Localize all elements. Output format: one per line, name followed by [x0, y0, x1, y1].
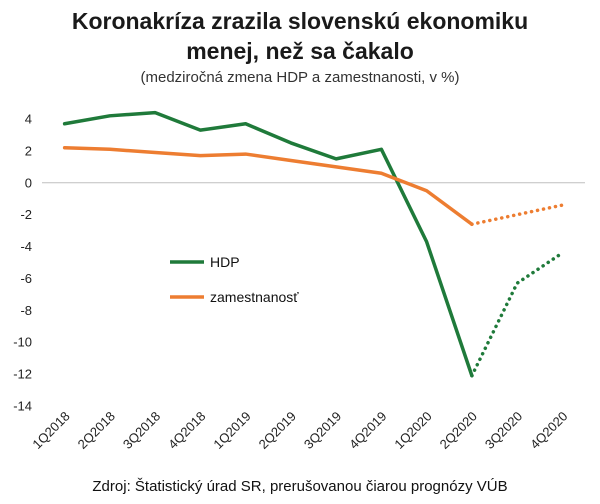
y-tick-label: -6 [20, 271, 32, 286]
y-tick-label: 2 [25, 143, 32, 158]
chart-legend: HDP zamestnanosť [170, 254, 299, 305]
x-tick-label: 1Q2020 [391, 409, 434, 452]
chart-title: Koronakríza zrazila slovenskú ekonomiku … [0, 6, 600, 66]
series-line-zamestnanost [62, 145, 474, 226]
legend-label: zamestnanosť [210, 289, 299, 305]
x-tick-label: 1Q2019 [210, 409, 253, 452]
y-tick-label: -14 [13, 399, 32, 414]
x-tick-label: 2Q2019 [256, 409, 299, 452]
y-tick-label: -8 [20, 303, 32, 318]
x-tick-label: 3Q2019 [301, 409, 344, 452]
x-tick-label: 1Q2018 [29, 409, 72, 452]
x-tick-label: 2Q2020 [437, 409, 480, 452]
x-tick-label: 3Q2018 [120, 409, 163, 452]
y-tick-label: 4 [25, 112, 32, 127]
legend-label: HDP [210, 254, 240, 270]
series-line-hdp [62, 110, 474, 378]
x-tick-label: 2Q2018 [75, 409, 118, 452]
y-tick-label: -12 [13, 367, 32, 382]
chart-title-line-2: menej, než sa čakalo [186, 38, 414, 64]
chart-title-line-1: Koronakríza zrazila slovenskú ekonomiku [71, 8, 529, 34]
x-tick-label: 4Q2019 [346, 409, 389, 452]
y-tick-label: -2 [20, 207, 32, 222]
y-tick-label: -10 [13, 335, 32, 350]
x-tick-label: 4Q2018 [165, 409, 208, 452]
y-tick-label: 0 [25, 175, 32, 190]
series-forecast-line-hdp [470, 251, 565, 378]
x-tick-label: 4Q2020 [527, 409, 570, 452]
y-tick-label: -4 [20, 239, 32, 254]
chart-series [62, 110, 565, 378]
chart-subtitle: (medziročná zmena HDP a zamestnanosti, v… [140, 69, 460, 86]
x-tick-label: 3Q2020 [482, 409, 525, 452]
chart-source: Zdroj: Štatistický úrad SR, prerušovanou… [92, 478, 508, 495]
